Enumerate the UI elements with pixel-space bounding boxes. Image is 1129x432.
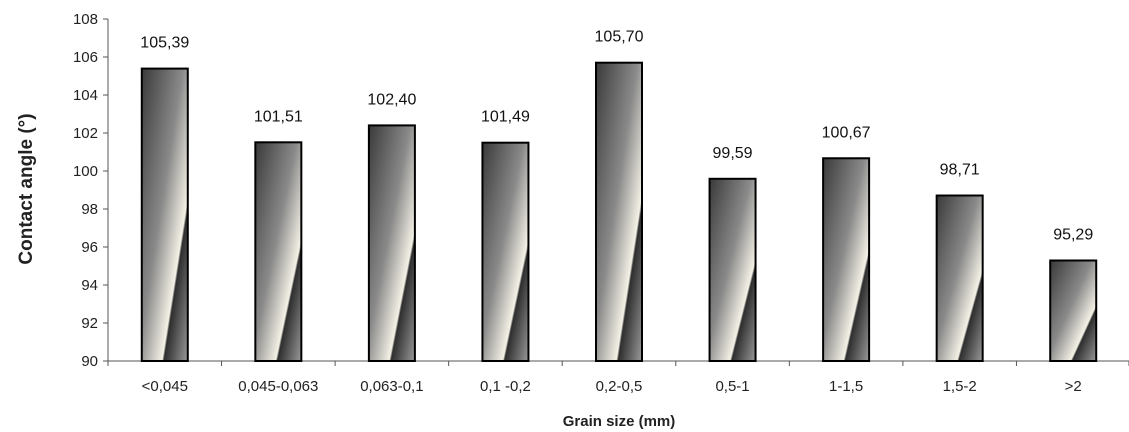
- y-tick-label: 94: [81, 277, 98, 294]
- bar: [1049, 259, 1098, 362]
- y-tick-label: 104: [73, 87, 98, 104]
- x-tick-label: 0,5-1: [715, 378, 749, 395]
- x-tick-label: <0,045: [142, 378, 188, 395]
- y-tick-label: 90: [81, 353, 98, 370]
- data-label: 101,51: [254, 108, 303, 125]
- bar: [254, 141, 303, 362]
- x-tick-label: 0,045-0,063: [238, 378, 318, 395]
- y-tick-label: 98: [81, 201, 98, 218]
- y-tick-label: 106: [73, 49, 98, 66]
- data-label: 102,40: [367, 91, 416, 108]
- x-tick-label: 1,5-2: [943, 378, 977, 395]
- x-axis-title: Grain size (mm): [563, 413, 676, 430]
- data-labels: 105,39 101,51 102,40 101,49 105,70 99,59 100,6…: [140, 29, 1093, 244]
- data-label: 105,70: [595, 29, 644, 46]
- data-label: 101,49: [481, 109, 530, 126]
- bars: [140, 61, 1098, 363]
- bar: [708, 177, 757, 362]
- y-axis-title: Contact angle (°): [16, 113, 37, 264]
- bar: [140, 67, 189, 362]
- bar: [595, 61, 643, 362]
- x-tick-label: >2: [1065, 378, 1082, 395]
- x-tick-label: 0,063-0,1: [360, 378, 423, 395]
- bar: [367, 124, 416, 363]
- y-tick-label: 100: [73, 163, 98, 180]
- x-axis: <0,045 0,045-0,063 0,063-0,1 0,1 -0,2 0,2-0,…: [107, 360, 1129, 395]
- data-label: 98,71: [940, 162, 980, 179]
- y-axis: 90 92 94 96 98 100 102 104 106 108: [73, 11, 109, 370]
- bar: [935, 194, 984, 362]
- data-label: 105,39: [140, 35, 189, 52]
- x-tick-label: 1-1,5: [829, 378, 863, 395]
- data-label: 100,67: [822, 124, 871, 141]
- y-tick-label: 92: [81, 315, 98, 332]
- y-tick-label: 108: [73, 11, 98, 28]
- bar: [481, 141, 530, 362]
- data-label: 95,29: [1053, 226, 1093, 243]
- y-tick-label: 102: [73, 125, 98, 142]
- bar: [822, 157, 871, 362]
- x-tick-label: 0,1 -0,2: [480, 378, 531, 395]
- y-tick-label: 96: [81, 239, 98, 256]
- x-tick-label: 0,2-0,5: [596, 378, 643, 395]
- data-label: 99,59: [713, 145, 753, 162]
